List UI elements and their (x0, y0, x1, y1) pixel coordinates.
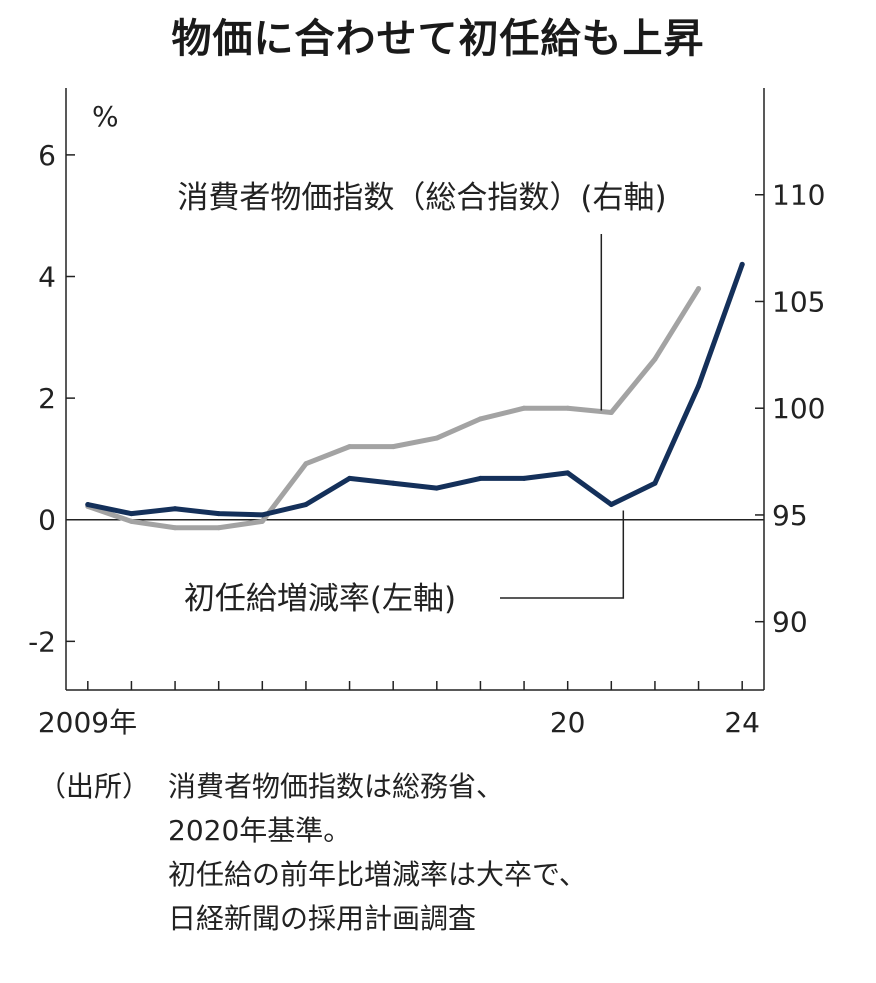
right-tick-label: 105 (772, 285, 825, 318)
left-tick-label: 2 (38, 382, 56, 415)
data-point-cpi (434, 435, 440, 441)
data-point-starting-salary (696, 383, 702, 389)
salary-leader-line (500, 510, 625, 599)
data-point-starting-salary (565, 470, 571, 476)
data-point-starting-salary (303, 502, 309, 508)
data-point-cpi (347, 444, 353, 450)
source-note: （出所） 消費者物価指数は総務省、 2020年基準。 初任給の前年比増減率は大卒… (38, 765, 587, 941)
data-point-starting-salary (390, 480, 396, 486)
data-point-cpi (652, 356, 658, 362)
data-point-cpi (303, 461, 309, 467)
data-point-cpi (259, 518, 265, 524)
x-tick-label: 24 (724, 706, 760, 739)
data-point-cpi (390, 444, 396, 450)
data-point-cpi (477, 416, 483, 422)
source-line-4: 日経新聞の採用計画調査 (168, 902, 477, 935)
series-line-starting-salary (85, 261, 745, 518)
left-tick-label: 6 (38, 139, 56, 172)
data-point-cpi (172, 525, 178, 531)
data-point-starting-salary (216, 511, 222, 517)
salary-annotation: 初任給増減率(左軸) (184, 581, 456, 617)
data-point-cpi (565, 405, 571, 411)
data-point-starting-salary (434, 485, 440, 491)
data-point-starting-salary (739, 261, 745, 267)
right-tick-label: 95 (772, 499, 808, 532)
source-label: （出所） (38, 770, 151, 803)
data-point-starting-salary (521, 475, 527, 481)
left-axis-unit: % (92, 100, 119, 133)
right-tick-label: 110 (772, 179, 825, 212)
data-point-starting-salary (608, 502, 614, 508)
data-point-starting-salary (259, 512, 265, 518)
x-tick-label: 2009年 (38, 706, 137, 739)
data-point-cpi (216, 525, 222, 531)
right-tick-label: 90 (772, 606, 808, 639)
data-point-starting-salary (477, 475, 483, 481)
data-point-cpi (608, 409, 614, 415)
data-point-starting-salary (128, 511, 134, 517)
data-point-starting-salary (172, 506, 178, 512)
right-tick-label: 100 (772, 392, 825, 425)
data-point-starting-salary (347, 475, 353, 481)
chart-title: 物価に合わせて初任給も上昇 (171, 16, 705, 62)
cpi-annotation: 消費者物価指数（総合指数）(右軸) (177, 180, 666, 216)
left-tick-label: 0 (38, 504, 56, 537)
source-line-3: 初任給の前年比増減率は大卒で、 (168, 858, 587, 891)
x-tick-label: 20 (550, 706, 586, 739)
left-tick-label: 4 (38, 261, 56, 294)
data-point-starting-salary (652, 480, 658, 486)
left-tick-label: -2 (28, 625, 56, 658)
data-point-cpi (128, 518, 134, 524)
series-line-cpi (85, 286, 702, 531)
source-line-1: 消費者物価指数は総務省、 (168, 770, 505, 803)
source-line-2: 2020年基準。 (168, 814, 352, 847)
data-point-starting-salary (85, 502, 91, 508)
data-point-cpi (521, 405, 527, 411)
data-point-cpi (696, 286, 702, 292)
